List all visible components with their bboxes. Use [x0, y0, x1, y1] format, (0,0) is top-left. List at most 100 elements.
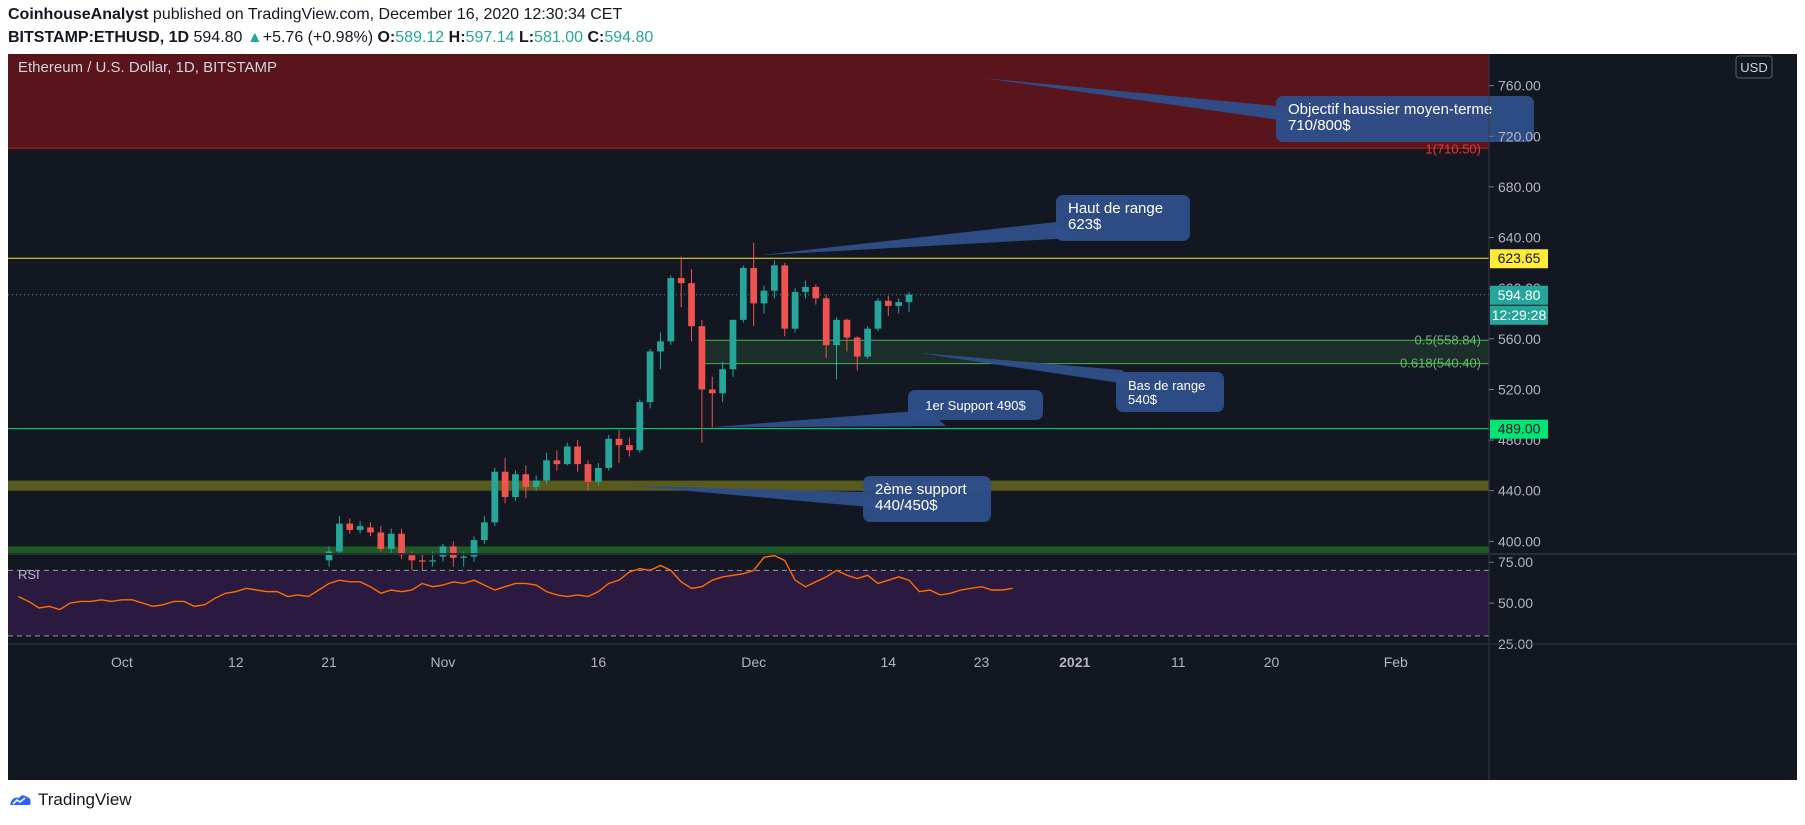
candle — [853, 336, 861, 371]
candle — [470, 536, 478, 562]
candle-body — [833, 319, 840, 346]
candle — [864, 326, 871, 360]
tradingview-footer[interactable]: TradingView — [8, 790, 132, 810]
candle-body — [791, 291, 799, 329]
candle — [408, 551, 416, 573]
rsi-tick-label: 50.00 — [1498, 595, 1533, 611]
time-tick-label: 14 — [881, 654, 897, 670]
candle — [760, 285, 768, 314]
candle — [543, 452, 550, 485]
candle — [615, 429, 623, 463]
candle — [739, 265, 747, 323]
price-badge — [1490, 249, 1548, 269]
candle-body — [584, 464, 592, 482]
candle-body — [771, 265, 778, 291]
chart-svg[interactable]: 1(710.50) 0.5(558.84) 0.618(540.40) Object… — [8, 54, 1797, 780]
open-label: O: — [377, 29, 396, 46]
price-tick-label: 440.00 — [1498, 483, 1541, 499]
rsi-line — [18, 554, 1013, 611]
time-tick-label: 11 — [1171, 654, 1186, 670]
rsi-tick-label: 75.00 — [1498, 554, 1533, 570]
candle — [594, 462, 602, 486]
time-tick-label: 21 — [321, 654, 337, 670]
candle-body — [657, 341, 664, 352]
publish-date: published on TradingView.com, December 1… — [152, 6, 623, 23]
candle — [553, 450, 561, 471]
fib-label: 1(710.50) — [1425, 141, 1481, 156]
candle — [677, 256, 685, 308]
candle-body — [822, 298, 830, 346]
candle — [750, 242, 758, 327]
candle — [812, 284, 820, 305]
candle-body — [429, 560, 436, 562]
candle — [822, 294, 830, 358]
countdown-badge — [1490, 305, 1548, 325]
callout-tail — [917, 352, 1140, 386]
callout-box — [1116, 372, 1224, 412]
tradingview-brand: TradingView — [38, 790, 132, 809]
candle — [719, 361, 726, 403]
fib-label: 0.5(558.84) — [1415, 332, 1482, 347]
currency-button[interactable] — [1735, 55, 1773, 79]
callout-text: Haut de range — [1068, 200, 1163, 217]
candle-body — [688, 283, 695, 327]
zone-0 — [8, 54, 1489, 149]
high-value: 597.14 — [465, 29, 515, 46]
author-name[interactable]: CoinhouseAnalyst — [8, 6, 149, 23]
candle-body — [387, 533, 395, 549]
callout-box — [908, 390, 1043, 420]
candle-body — [346, 523, 354, 530]
price-badge-label: 623.65 — [1498, 250, 1541, 266]
candle — [698, 319, 706, 443]
time-tick-label: 20 — [1264, 654, 1280, 670]
candle-body — [677, 278, 685, 284]
candle — [522, 465, 530, 499]
zone-1 — [701, 340, 1489, 364]
candle-body — [563, 446, 571, 465]
timeframe: 1D — [168, 29, 190, 46]
candle-body — [636, 402, 644, 451]
candle-body — [802, 286, 809, 292]
candle-body — [377, 532, 385, 549]
time-tick-label: Nov — [431, 654, 456, 670]
zone-3 — [8, 546, 1489, 554]
price-tick-label: 560.00 — [1498, 331, 1541, 347]
candle — [802, 280, 809, 299]
price-change: +5.76 (+0.98%) — [262, 29, 374, 46]
currency-button-label[interactable]: USD — [1740, 60, 1767, 75]
candle-body — [905, 294, 913, 303]
candle-body — [460, 556, 468, 558]
price-badge — [1490, 285, 1548, 305]
candle-body — [781, 265, 789, 329]
candle-body — [605, 438, 613, 468]
candle — [481, 516, 488, 544]
candle-body — [522, 474, 530, 487]
candle — [833, 317, 840, 380]
open-value: 589.12 — [395, 29, 445, 46]
close-label: C: — [587, 29, 605, 46]
chart-frame[interactable]: 1(710.50) 0.5(558.84) 0.618(540.40) Object… — [8, 54, 1797, 780]
tradingview-logo-icon — [10, 795, 31, 805]
candle-body — [398, 533, 405, 556]
rsi-band — [8, 570, 1489, 636]
callout-support-1[interactable]: 1er Support 490$ — [709, 390, 1043, 428]
candle-body — [449, 546, 457, 558]
time-tick-label: 16 — [591, 654, 607, 670]
callout-text: Bas de range — [1128, 378, 1205, 393]
candle — [367, 522, 374, 537]
candle — [843, 318, 851, 352]
price-tick-label: 680.00 — [1498, 179, 1541, 195]
candle-body — [512, 474, 519, 498]
candle-body — [336, 523, 343, 552]
callout-box — [1276, 96, 1534, 142]
callout-box — [863, 476, 991, 522]
candle — [688, 269, 695, 342]
candle — [874, 298, 882, 332]
candle-body — [895, 302, 903, 306]
rsi-label: RSI — [18, 567, 40, 582]
candle — [574, 440, 581, 472]
